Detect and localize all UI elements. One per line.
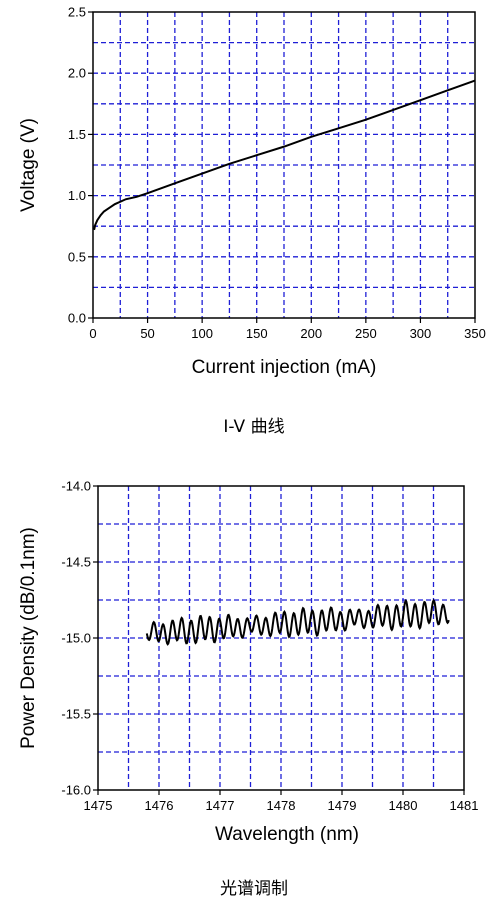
spectrum-x-tick-label: 1481 xyxy=(450,798,479,813)
iv-ticks: 0 50 100 150 200 250 300 350 0.0 0.5 1.0 1.5 2.0 2.5 xyxy=(68,5,486,342)
iv-y-tick-label: 0.5 xyxy=(68,249,86,264)
iv-y-tick-label: 1.5 xyxy=(68,127,86,142)
spectrum-x-tick-label: 1477 xyxy=(206,798,235,813)
iv-y-tick-label: 2.0 xyxy=(68,66,86,81)
iv-x-tick-label: 0 xyxy=(89,326,96,341)
spectrum-chart: 1475 1476 1477 1478 1479 1480 1481 -16.0 -15.5 -1… xyxy=(18,479,478,900)
iv-x-tick-label: 50 xyxy=(140,326,154,341)
iv-curve xyxy=(93,79,476,231)
spectrum-grid xyxy=(98,486,464,790)
iv-plot-frame xyxy=(92,11,476,319)
iv-x-tick-label: 100 xyxy=(191,326,213,341)
spectrum-x-axis-title: Wavelength (nm) xyxy=(215,824,359,845)
spectrum-y-tick-label: -16.0 xyxy=(61,783,91,798)
iv-chart-caption: I-V 曲线 xyxy=(223,417,284,437)
spectrum-y-axis-title: Power Density (dB/0.1nm) xyxy=(18,527,39,749)
spectrum-x-tick-label: 1478 xyxy=(267,798,296,813)
spectrum-chart-caption: 光谱调制 xyxy=(220,879,288,899)
iv-x-tick-label: 300 xyxy=(410,326,432,341)
spectrum-y-tick-label: -15.0 xyxy=(61,631,91,646)
iv-x-tick-label: 200 xyxy=(300,326,322,341)
iv-y-tick-label: 1.0 xyxy=(68,188,86,203)
iv-x-tick-label: 250 xyxy=(355,326,377,341)
spectrum-x-tick-label: 1479 xyxy=(328,798,357,813)
spectrum-x-tick-label: 1475 xyxy=(84,798,113,813)
iv-y-axis-title: Voltage (V) xyxy=(18,118,39,212)
iv-x-tick-label: 350 xyxy=(464,326,486,341)
iv-x-axis-title: Current injection (mA) xyxy=(192,357,377,378)
iv-y-tick-label: 0.0 xyxy=(68,311,86,326)
iv-grid xyxy=(93,12,475,318)
spectrum-y-tick-label: -14.5 xyxy=(61,555,91,570)
spectrum-x-tick-label: 1480 xyxy=(389,798,418,813)
iv-y-tick-label: 2.5 xyxy=(68,5,86,20)
spectrum-x-tick-label: 1476 xyxy=(145,798,174,813)
spectrum-ticks: 1475 1476 1477 1478 1479 1480 1481 -16.0 -15.5 -1… xyxy=(61,479,478,814)
iv-x-tick-label: 150 xyxy=(246,326,268,341)
spectrum-curve xyxy=(145,598,450,646)
spectrum-y-tick-label: -15.5 xyxy=(61,707,91,722)
iv-chart: 0 50 100 150 200 250 300 3500.00.51.01.52.02.5 … xyxy=(18,5,486,438)
spectrum-y-tick-label: -14.0 xyxy=(61,479,91,494)
